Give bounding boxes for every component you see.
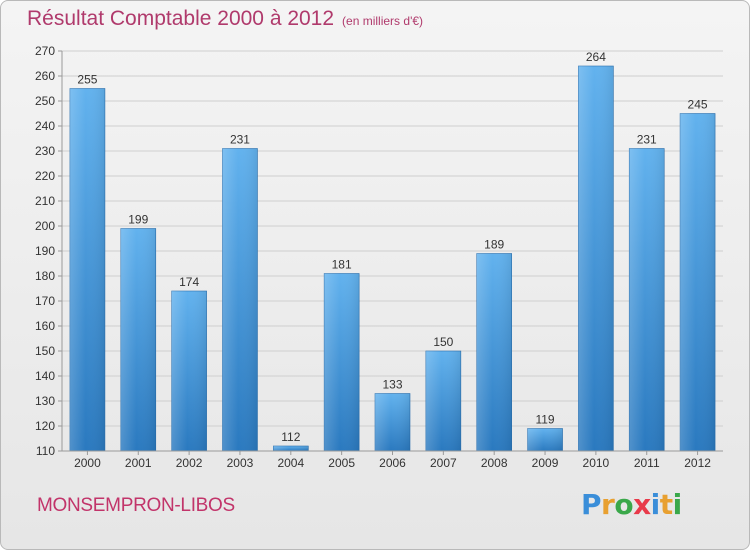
data-label: 181 bbox=[332, 258, 352, 272]
bar-shine bbox=[425, 351, 461, 451]
data-label: 189 bbox=[484, 238, 504, 252]
y-tick-label: 220 bbox=[35, 169, 55, 183]
logo-letter: r bbox=[601, 488, 615, 521]
bar-shine bbox=[69, 88, 105, 451]
x-tick-label: 2001 bbox=[125, 456, 152, 470]
bars bbox=[69, 65, 716, 452]
y-tick-label: 270 bbox=[35, 44, 55, 58]
logo-letter: t bbox=[659, 488, 673, 521]
logo-letter: x bbox=[633, 488, 651, 521]
y-tick-label: 120 bbox=[35, 419, 55, 433]
y-axis: 110 120 130 140 150 160 170 180 190 200 210 220 230 2… bbox=[35, 44, 63, 458]
y-tick-label: 230 bbox=[35, 144, 55, 158]
x-tick-label: 2009 bbox=[532, 456, 559, 470]
data-label: 112 bbox=[281, 430, 300, 444]
bar-shine bbox=[375, 393, 410, 451]
y-tick-label: 140 bbox=[35, 369, 55, 383]
chart-title-text: Résultat Comptable 2000 à 2012 bbox=[27, 7, 335, 30]
y-tick-label: 200 bbox=[35, 219, 55, 233]
y-tick-label: 240 bbox=[35, 119, 55, 133]
y-tick-label: 130 bbox=[35, 394, 55, 408]
x-tick-label: 2004 bbox=[277, 456, 304, 470]
logo-letter: o bbox=[614, 488, 634, 521]
y-tick-label: 180 bbox=[35, 269, 55, 283]
data-labels: 255 199 174 231 112 181 133 150 189 119 264 231 245 bbox=[77, 50, 708, 444]
x-tick-label: 2002 bbox=[176, 456, 203, 470]
y-tick-label: 190 bbox=[35, 244, 55, 258]
y-tick-label: 260 bbox=[35, 69, 55, 83]
chart-title: Résultat Comptable 2000 à 2012 (en millie… bbox=[27, 7, 423, 31]
bar-shine bbox=[680, 113, 716, 451]
y-tick-label: 210 bbox=[35, 194, 55, 208]
x-tick-label: 2005 bbox=[328, 456, 355, 470]
bar-shine bbox=[476, 253, 512, 451]
logo-letter: i bbox=[650, 488, 661, 521]
y-tick-label: 160 bbox=[35, 319, 55, 333]
x-tick-label: 2003 bbox=[227, 456, 254, 470]
data-label: 119 bbox=[535, 413, 554, 427]
bar-shine bbox=[629, 148, 665, 451]
x-tick-label: 2006 bbox=[379, 456, 406, 470]
x-tick-label: 2010 bbox=[583, 456, 610, 470]
location-name: MONSEMPRON-LIBOS bbox=[37, 495, 235, 516]
proxiti-logo: Proxiti bbox=[581, 488, 682, 521]
x-tick-label: 2000 bbox=[74, 456, 101, 470]
data-label: 150 bbox=[433, 335, 453, 349]
y-tick-label: 150 bbox=[35, 344, 55, 358]
bar-shine bbox=[578, 66, 614, 451]
data-label: 133 bbox=[382, 378, 402, 392]
x-tick-label: 2008 bbox=[481, 456, 508, 470]
data-label: 199 bbox=[128, 213, 148, 227]
data-label: 255 bbox=[77, 73, 97, 87]
y-tick-label: 110 bbox=[36, 444, 55, 458]
data-label: 174 bbox=[179, 275, 199, 289]
bar-shine bbox=[324, 273, 360, 451]
bar-shine bbox=[222, 148, 258, 451]
bar-shine bbox=[273, 446, 309, 451]
bar-shine bbox=[120, 228, 156, 451]
y-tick-label: 250 bbox=[35, 94, 55, 108]
data-label: 231 bbox=[637, 133, 657, 147]
data-label: 245 bbox=[688, 98, 708, 112]
x-tick-label: 2011 bbox=[634, 456, 660, 470]
bar-shine bbox=[171, 291, 207, 451]
bar-shine bbox=[527, 428, 563, 451]
data-label: 264 bbox=[586, 50, 606, 64]
logo-letter: P bbox=[581, 488, 602, 521]
data-label: 231 bbox=[230, 133, 250, 147]
chart-subtitle: (en milliers d'€) bbox=[342, 14, 424, 28]
x-tick-label: 2012 bbox=[684, 456, 711, 470]
y-tick-label: 170 bbox=[35, 294, 55, 308]
x-tick-label: 2007 bbox=[430, 456, 457, 470]
logo-letter: i bbox=[672, 488, 683, 521]
x-axis: 2000 2001 2002 2003 2004 2005 2006 2007 2008 2009… bbox=[62, 450, 723, 470]
